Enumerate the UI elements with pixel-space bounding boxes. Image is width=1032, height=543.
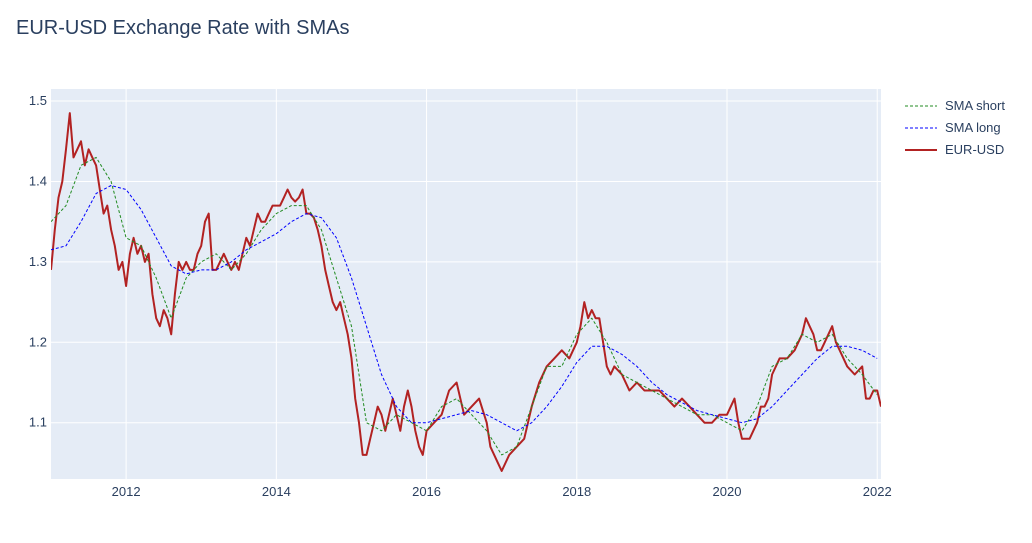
y-gridlines	[51, 100, 881, 424]
x-axis-ticks: 2012 2014 2016 2018 2020 2022	[112, 484, 892, 499]
y-tick-label: 1.1	[29, 415, 47, 430]
legend-item[interactable]: SMA long	[905, 120, 1001, 135]
legend-label: SMA short	[945, 98, 1005, 113]
y-axis-ticks: 1.1 1.2 1.3 1.4 1.5	[29, 93, 47, 430]
series-line-sma-short	[51, 156, 878, 456]
x-gridlines	[125, 89, 878, 479]
series-layer	[51, 112, 881, 472]
legend-item[interactable]: EUR-USD	[905, 142, 1004, 157]
series-line-sma-long	[51, 185, 878, 432]
legend[interactable]: SMA short SMA long EUR-USD	[905, 98, 1005, 157]
series-line-eur-usd	[51, 112, 881, 472]
x-tick-label: 2016	[412, 484, 441, 499]
chart-title: EUR-USD Exchange Rate with SMAs	[16, 17, 349, 39]
legend-label: SMA long	[945, 120, 1001, 135]
legend-label: EUR-USD	[945, 142, 1004, 157]
x-tick-label: 2020	[713, 484, 742, 499]
x-tick-label: 2018	[562, 484, 591, 499]
y-tick-label: 1.2	[29, 334, 47, 349]
x-tick-label: 2014	[262, 484, 291, 499]
x-tick-label: 2022	[863, 484, 892, 499]
legend-item[interactable]: SMA short	[905, 98, 1005, 113]
y-tick-label: 1.4	[29, 173, 47, 188]
y-tick-label: 1.5	[29, 93, 47, 108]
y-tick-label: 1.3	[29, 254, 47, 269]
x-tick-label: 2012	[112, 484, 141, 499]
